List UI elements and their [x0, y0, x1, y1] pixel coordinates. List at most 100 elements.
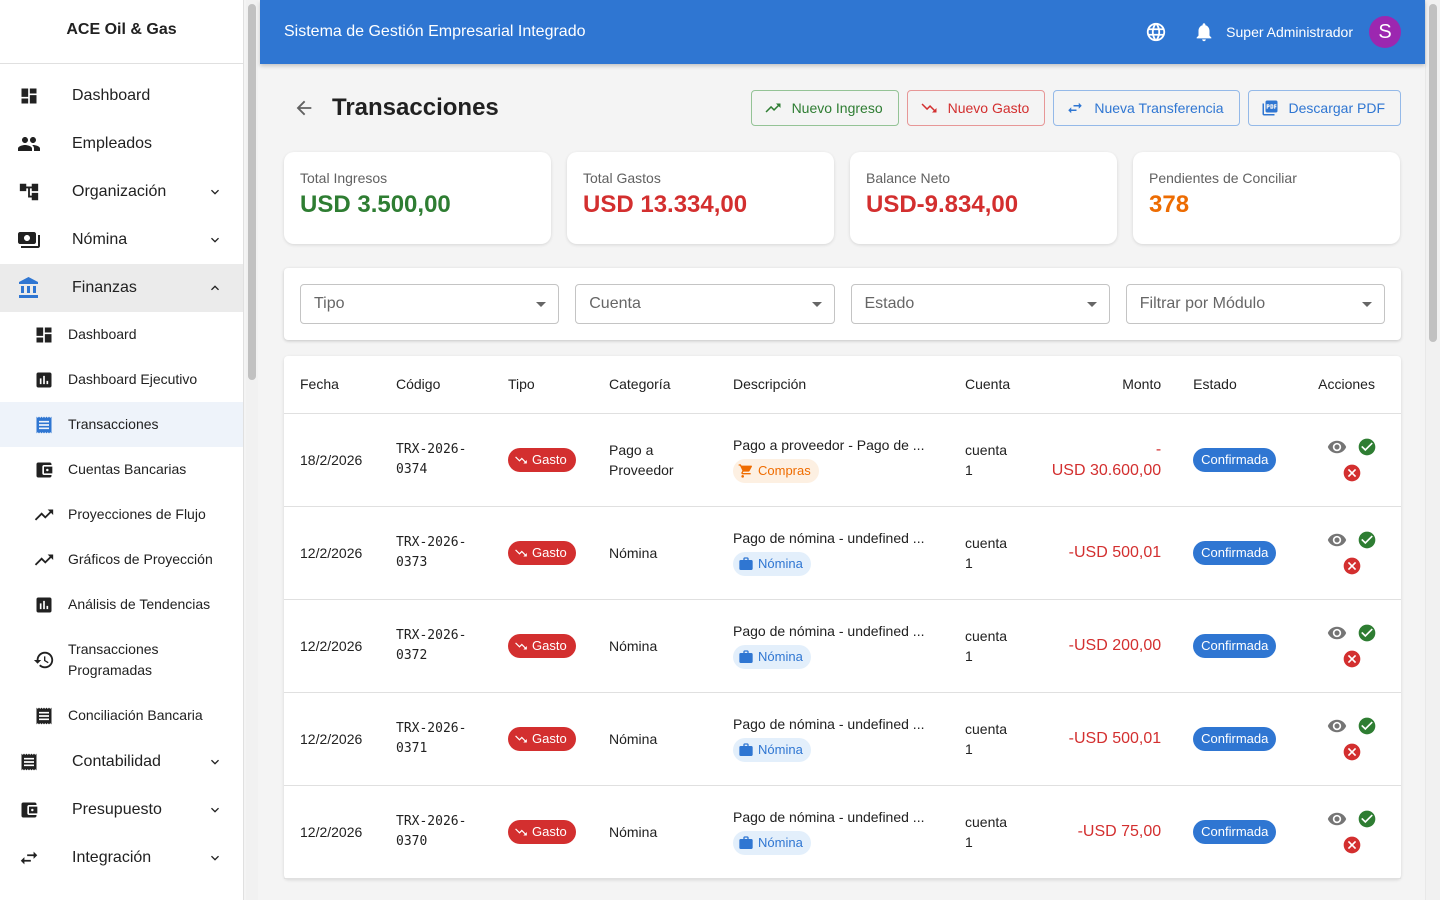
sidebar-subitem-label: Conciliación Bancaria [68, 707, 203, 723]
cell-text: 0370 [396, 833, 428, 849]
confirm-check-icon[interactable] [1357, 623, 1377, 643]
sidebar-subitem-label: Dashboard [68, 326, 137, 342]
tipo-gasto-chip: Gasto [508, 540, 576, 565]
table-row[interactable]: 12/2/2026 TRX-2026- 0373 Gasto Nómina Pag… [284, 506, 1401, 600]
modulo-select[interactable]: Filtrar por Módulo [1125, 284, 1385, 324]
sidebar-item-dashboard[interactable]: Dashboard [0, 72, 243, 120]
cell-monto: -USD 500,01 [1026, 692, 1178, 786]
table-row[interactable]: 12/2/2026 TRX-2026- 0370 Gasto Nómina Pag… [284, 785, 1401, 879]
sidebar-item-label: Presupuesto [72, 801, 162, 818]
cancel-x-icon[interactable] [1342, 556, 1362, 576]
confirm-check-icon[interactable] [1357, 716, 1377, 736]
tipo-select[interactable]: Tipo [300, 284, 560, 324]
cell-tipo: Gasto [492, 599, 593, 693]
cell-acciones [1302, 506, 1401, 600]
cuenta-select[interactable]: Cuenta [575, 284, 835, 324]
col-codigo[interactable]: Código [380, 356, 492, 414]
language-globe-icon[interactable] [1144, 20, 1168, 44]
notifications-bell-icon[interactable] [1192, 20, 1216, 44]
sidebar-subitem-dashboard[interactable]: Dashboard [0, 312, 243, 357]
sidebar-scrollbar[interactable] [246, 0, 258, 900]
avatar[interactable]: S [1369, 16, 1401, 48]
sidebar-subitem-transacciones[interactable]: Transacciones [0, 402, 243, 447]
dropdown-arrow-icon [811, 302, 822, 307]
view-eye-icon[interactable] [1327, 716, 1347, 736]
view-eye-icon[interactable] [1327, 623, 1347, 643]
col-descripcion[interactable]: Descripción [717, 356, 949, 414]
table-row[interactable]: 12/2/2026 TRX-2026- 0371 Gasto Nómina Pag… [284, 692, 1401, 786]
sidebar-subitem-label: Análisis de Tendencias [68, 596, 211, 612]
card-label: Total Gastos [583, 170, 661, 186]
cancel-x-icon[interactable] [1342, 649, 1362, 669]
back-arrow-icon[interactable] [292, 96, 316, 120]
col-monto[interactable]: Monto [1026, 356, 1178, 414]
cell-monto: -USD 500,01 [1026, 506, 1178, 600]
cell-text: 0372 [396, 647, 428, 663]
cell-descripcion: Pago de nómina - undefined ... Nómina [717, 692, 949, 786]
sidebar-item-contabilidad[interactable]: Contabilidad [0, 738, 243, 786]
estado-chip: Confirmada [1193, 633, 1277, 658]
sidebar-subitem-conciliacion-bancaria[interactable]: Conciliación Bancaria [0, 693, 243, 738]
cancel-x-icon[interactable] [1342, 463, 1362, 483]
cell-tipo: Gasto [492, 413, 593, 507]
sidebar-subitem-analisis-tendencias[interactable]: Análisis de Tendencias [0, 582, 243, 627]
sidebar-subitem-transacciones-programadas[interactable]: Transacciones Programadas [0, 627, 243, 693]
view-eye-icon[interactable] [1327, 530, 1347, 550]
main-scrollbar[interactable] [1425, 0, 1440, 900]
briefcase-icon [738, 742, 754, 758]
cell-cuenta: cuenta 1 [949, 413, 1027, 507]
sidebar-scrollbar-thumb[interactable] [248, 4, 256, 380]
confirm-check-icon[interactable] [1357, 437, 1377, 457]
cell-fecha: 18/2/2026 [284, 413, 380, 507]
col-tipo[interactable]: Tipo [492, 356, 593, 414]
cell-acciones [1302, 692, 1401, 786]
app-header: Sistema de Gestión Empresarial Integrado… [260, 0, 1425, 64]
confirm-check-icon[interactable] [1357, 809, 1377, 829]
app-title: Sistema de Gestión Empresarial Integrado [284, 23, 586, 40]
col-cuenta[interactable]: Cuenta [949, 356, 1027, 414]
sidebar-item-nomina[interactable]: Nómina [0, 216, 243, 264]
col-estado[interactable]: Estado [1177, 356, 1303, 414]
col-fecha[interactable]: Fecha [284, 356, 380, 414]
table-row[interactable]: 12/2/2026 TRX-2026- 0372 Gasto Nómina Pag… [284, 599, 1401, 693]
cell-monto: -USD 75,00 [1026, 785, 1178, 879]
page-title: Transacciones [332, 94, 499, 121]
user-name[interactable]: Super Administrador [1226, 24, 1353, 40]
cancel-x-icon[interactable] [1342, 835, 1362, 855]
sidebar-subitem-graficos-proyeccion[interactable]: Gráficos de Proyección [0, 537, 243, 582]
receipt-icon [32, 704, 56, 728]
col-categoria[interactable]: Categoría [593, 356, 717, 414]
table-row[interactable]: 18/2/2026 TRX-2026- 0374 Gasto Pago a Pro… [284, 413, 1401, 507]
cancel-x-icon[interactable] [1342, 742, 1362, 762]
estado-select[interactable]: Estado [850, 284, 1110, 324]
people-icon [17, 132, 41, 156]
chevron-down-icon [211, 189, 219, 195]
nuevo-gasto-button[interactable]: Nuevo Gasto [906, 90, 1046, 126]
trending-down-icon [920, 99, 938, 117]
main-scrollbar-thumb[interactable] [1429, 4, 1437, 342]
receipt-icon [17, 750, 41, 774]
sidebar-item-presupuesto[interactable]: Presupuesto [0, 786, 243, 834]
estado-chip: Confirmada [1193, 447, 1277, 472]
view-eye-icon[interactable] [1327, 437, 1347, 457]
dropdown-arrow-icon [1086, 302, 1097, 307]
sidebar-subitem-dashboard-ejecutivo[interactable]: Dashboard Ejecutivo [0, 357, 243, 402]
sidebar-subitem-cuentas-bancarias[interactable]: Cuentas Bancarias [0, 447, 243, 492]
sidebar-item-integracion[interactable]: Integración [0, 834, 243, 882]
sidebar-item-finanzas[interactable]: Finanzas [0, 264, 243, 312]
cell-codigo: TRX-2026- 0374 [380, 413, 492, 507]
nueva-transferencia-button[interactable]: Nueva Transferencia [1053, 90, 1240, 126]
nuevo-ingreso-label: Nuevo Ingreso [791, 100, 883, 116]
sidebar-item-organizacion[interactable]: Organización [0, 168, 243, 216]
confirm-check-icon[interactable] [1357, 530, 1377, 550]
card-label: Total Ingresos [300, 170, 388, 186]
descripcion-text: Pago a proveedor - Pago de ... [733, 437, 925, 453]
sidebar-subitem-proyecciones-flujo[interactable]: Proyecciones de Flujo [0, 492, 243, 537]
view-eye-icon[interactable] [1327, 809, 1347, 829]
nuevo-ingreso-button[interactable]: Nuevo Ingreso [750, 90, 899, 126]
sidebar-item-label: Empleados [72, 135, 153, 152]
transactions-table: Fecha Código Tipo Categoría Descripción … [284, 356, 1401, 879]
sidebar-item-empleados[interactable]: Empleados [0, 120, 243, 168]
descargar-pdf-button[interactable]: Descargar PDF [1247, 90, 1401, 126]
sidebar-item-label: Integración [72, 849, 152, 866]
